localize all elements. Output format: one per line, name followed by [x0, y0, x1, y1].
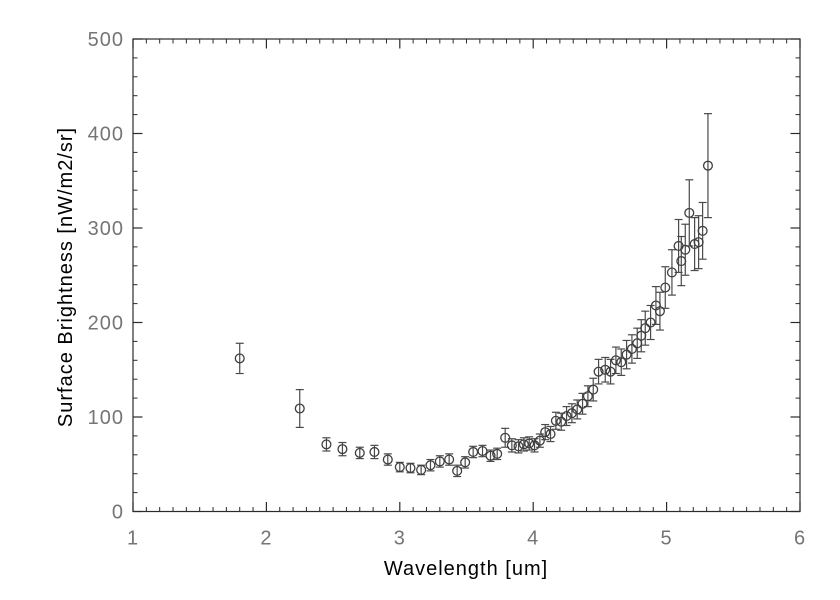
data-point-marker: [572, 404, 583, 415]
data-point-marker: [600, 364, 611, 375]
data-point-marker: [460, 457, 471, 468]
data-point-marker: [577, 398, 588, 409]
data-point-marker: [702, 160, 714, 171]
data-point-marker: [294, 403, 305, 414]
data-point-marker: [621, 349, 632, 360]
data-point-marker: [405, 462, 416, 474]
data-point-marker: [354, 447, 365, 458]
data-point-marker: [550, 415, 561, 426]
data-point-marker: [676, 256, 687, 267]
data-point-marker: [640, 323, 651, 334]
data-point-marker: [416, 464, 427, 475]
data-point-marker: [636, 330, 647, 341]
data-point-marker: [697, 225, 708, 236]
data-point-marker: [605, 366, 616, 377]
x-axis-title: Wavelength [um]: [384, 558, 548, 580]
y-tick-label: 200: [88, 313, 124, 335]
data-point-marker: [434, 456, 445, 467]
y-tick-label: 300: [88, 218, 124, 240]
data-point-marker: [684, 207, 695, 218]
x-tick-label: 1: [127, 528, 139, 550]
data-point-marker: [369, 446, 380, 458]
y-tick-label: 100: [88, 407, 124, 429]
data-point-marker: [666, 267, 677, 278]
y-tick-label: 0: [112, 502, 124, 524]
data-point-marker: [485, 450, 496, 461]
data-point-marker: [321, 439, 332, 450]
data-point-marker: [545, 428, 556, 440]
data-point-marker: [234, 353, 245, 364]
data-point-marker: [394, 462, 405, 473]
data-point-marker: [616, 357, 627, 368]
plot-area: 1 2 3 4 5 6 0 100 200 300 400 500: [88, 29, 806, 550]
data-point-marker: [660, 282, 671, 293]
data-point-marker: [654, 306, 665, 317]
data-point-marker: [506, 440, 517, 451]
x-tick-label: 4: [527, 528, 539, 550]
data-point-marker: [632, 338, 643, 349]
data-point-marker: [492, 448, 503, 459]
data-point-marker: [534, 435, 545, 446]
data-point-marker: [561, 411, 572, 422]
data-point-marker: [588, 384, 599, 395]
data-point-marker: [524, 438, 535, 449]
data-point-marker: [593, 366, 604, 377]
y-tick-label: 400: [88, 124, 124, 146]
x-tick-label: 5: [661, 528, 673, 550]
x-tick-label: 6: [794, 528, 806, 550]
data-point-marker: [556, 416, 567, 427]
data-point-marker: [382, 454, 393, 465]
data-point-marker: [582, 391, 593, 402]
data-point-marker: [518, 439, 529, 450]
y-axis-title: Surface Brightness [nW/m2/sr]: [55, 127, 77, 427]
data-point-marker: [610, 355, 621, 366]
data-point-marker: [444, 454, 455, 465]
data-point-marker: [452, 465, 463, 476]
data-point-marker: [693, 237, 704, 248]
data-point-marker: [337, 444, 348, 455]
data-point-marker: [500, 432, 511, 443]
y-tick-label: 500: [88, 29, 124, 51]
data-point-marker: [477, 445, 488, 457]
data-point-marker: [680, 244, 691, 255]
data-point-marker: [425, 460, 436, 471]
plot-box: [132, 38, 801, 513]
data-point-marker: [626, 343, 637, 355]
data-point-marker: [645, 317, 656, 328]
data-point-marker: [540, 427, 551, 438]
data-point-marker: [513, 441, 524, 452]
x-tick-label: 3: [394, 528, 406, 550]
x-tick-label: 2: [260, 528, 272, 550]
